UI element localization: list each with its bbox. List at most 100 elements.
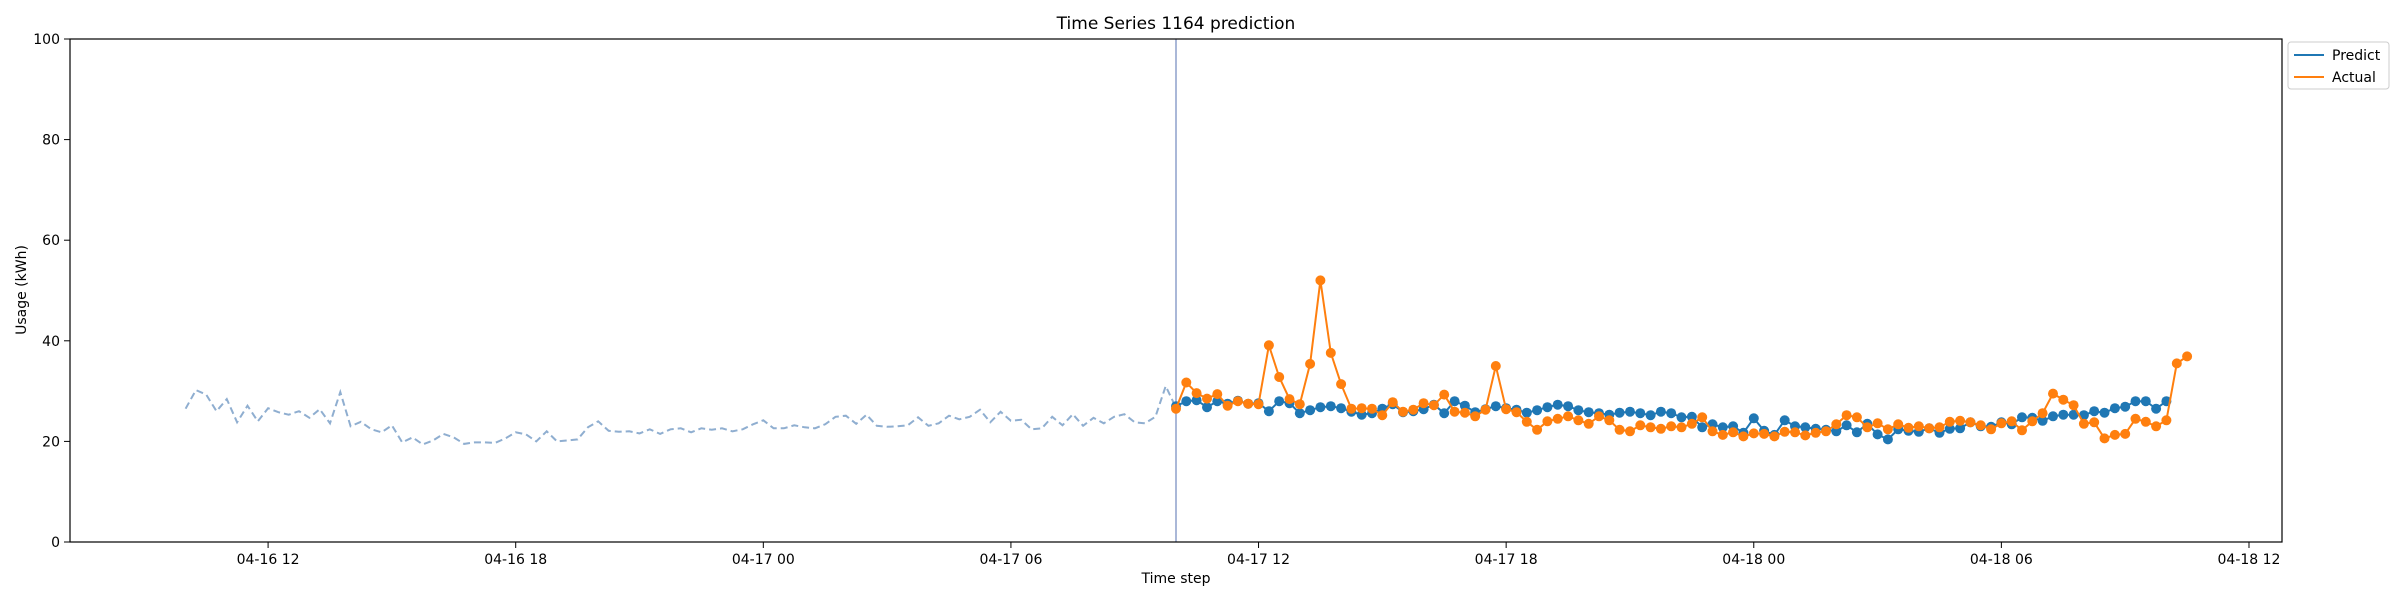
actual-point bbox=[2048, 388, 2058, 399]
actual-point bbox=[1759, 428, 1770, 439]
predict-point bbox=[1336, 403, 1347, 414]
actual-point bbox=[1470, 411, 1481, 422]
actual-point bbox=[1717, 429, 1728, 440]
actual-point bbox=[1367, 403, 1377, 414]
actual-point bbox=[1955, 415, 1966, 426]
actual-point bbox=[2017, 425, 2027, 436]
actual-point bbox=[1666, 421, 1677, 432]
predict-point bbox=[1552, 399, 1563, 410]
actual-point bbox=[1253, 399, 1264, 410]
actual-point bbox=[1418, 398, 1429, 409]
chart-title: Time Series 1164 prediction bbox=[1056, 14, 1296, 34]
actual-point bbox=[2058, 394, 2069, 405]
actual-point bbox=[1408, 404, 1419, 415]
predict-point bbox=[2048, 411, 2058, 422]
x-axis-label: Time step bbox=[1141, 571, 1211, 587]
predict-point bbox=[1490, 401, 1501, 412]
predict-point bbox=[1325, 401, 1336, 412]
y-tick-label: 40 bbox=[42, 334, 60, 350]
x-tick-label: 04-16 18 bbox=[484, 552, 547, 568]
actual-point bbox=[2151, 421, 2162, 432]
predict-point bbox=[1614, 407, 1625, 418]
actual-point bbox=[2109, 429, 2120, 440]
predict-point bbox=[1191, 395, 1202, 406]
actual-point bbox=[2161, 415, 2172, 426]
actual-point bbox=[1594, 411, 1604, 422]
actual-point bbox=[2171, 358, 2182, 369]
actual-point bbox=[1748, 428, 1759, 439]
actual-point bbox=[1893, 419, 1904, 430]
predict-point bbox=[2151, 403, 2162, 414]
actual-point bbox=[2130, 413, 2141, 424]
actual-point bbox=[1191, 388, 1202, 399]
predict-point bbox=[2140, 396, 2151, 407]
predict-point bbox=[1315, 402, 1326, 413]
actual-point bbox=[1903, 422, 1914, 433]
actual-point bbox=[2078, 418, 2089, 429]
actual-point bbox=[1986, 424, 1997, 435]
x-tick-label: 04-18 12 bbox=[2218, 552, 2281, 568]
actual-point bbox=[1697, 412, 1708, 423]
predict-point bbox=[1851, 427, 1862, 438]
actual-point bbox=[1583, 418, 1594, 429]
predict-point bbox=[1459, 400, 1470, 411]
actual-point bbox=[1480, 404, 1491, 415]
actual-point bbox=[1232, 396, 1243, 407]
predict-point bbox=[1583, 407, 1594, 418]
y-tick-label: 100 bbox=[33, 32, 60, 48]
actual-point bbox=[1707, 426, 1718, 437]
x-tick-label: 04-17 12 bbox=[1227, 552, 1290, 568]
actual-point bbox=[1635, 420, 1646, 431]
y-axis-label: Usage (kWh) bbox=[14, 245, 30, 335]
actual-point bbox=[1790, 427, 1800, 438]
actual-point bbox=[1965, 417, 1976, 428]
x-tick-label: 04-17 06 bbox=[979, 552, 1042, 568]
plot-area bbox=[184, 39, 2193, 542]
actual-point bbox=[2006, 416, 2017, 427]
actual-point bbox=[1944, 416, 1955, 427]
actual-point bbox=[1346, 403, 1357, 414]
actual-point bbox=[1821, 426, 1831, 437]
actual-point bbox=[1294, 399, 1305, 410]
actual-point bbox=[1676, 422, 1687, 433]
actual-point bbox=[1563, 411, 1574, 422]
predict-point bbox=[1645, 410, 1656, 421]
actual-point bbox=[1975, 420, 1986, 431]
actual-point bbox=[1305, 358, 1316, 369]
actual-point bbox=[1511, 407, 1522, 418]
actual-point bbox=[1604, 415, 1615, 426]
history-line bbox=[184, 383, 1177, 446]
actual-point bbox=[1274, 372, 1285, 382]
actual-point bbox=[1851, 412, 1862, 423]
legend-predict-label: Predict bbox=[2332, 48, 2381, 64]
actual-point bbox=[1686, 418, 1697, 429]
predict-point bbox=[1748, 413, 1759, 424]
predict-point bbox=[1542, 402, 1553, 413]
actual-point bbox=[1614, 424, 1625, 435]
actual-point bbox=[1810, 427, 1821, 438]
actual-point bbox=[1449, 406, 1460, 417]
actual-point bbox=[1542, 416, 1553, 427]
actual-point bbox=[1202, 393, 1212, 404]
actual-point bbox=[1841, 410, 1852, 421]
x-tick-label: 04-18 00 bbox=[1722, 552, 1785, 568]
predict-point bbox=[2068, 409, 2079, 420]
actual-point bbox=[2140, 416, 2151, 427]
predict-point bbox=[1872, 429, 1883, 440]
actual-point bbox=[1779, 426, 1790, 437]
actual-point bbox=[1212, 389, 1223, 400]
actual-point bbox=[1728, 427, 1739, 438]
predict-point bbox=[1563, 401, 1574, 412]
predict-point bbox=[1882, 434, 1893, 445]
y-tick-label: 20 bbox=[42, 434, 60, 450]
predict-point bbox=[1439, 408, 1450, 419]
predict-point bbox=[1521, 407, 1532, 418]
actual-point bbox=[1738, 431, 1749, 442]
predict-point bbox=[2058, 409, 2069, 420]
predict-point bbox=[1635, 408, 1646, 419]
actual-point bbox=[1573, 415, 1584, 426]
predict-point bbox=[1212, 396, 1223, 407]
predict-point bbox=[1676, 412, 1687, 423]
